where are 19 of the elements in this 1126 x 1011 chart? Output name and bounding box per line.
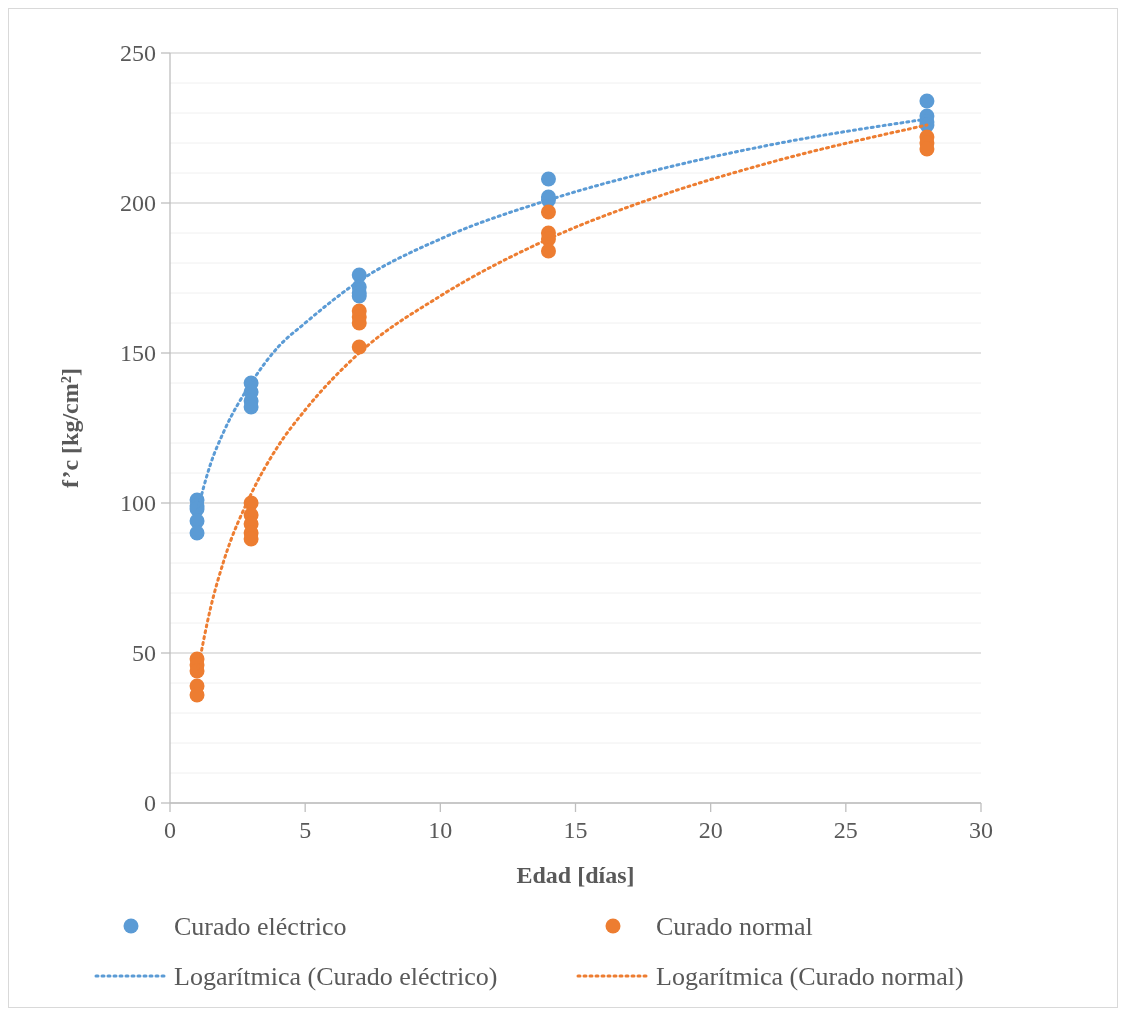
legend-label: Curado eléctrico [174, 912, 347, 942]
x-tick-label: 30 [969, 817, 993, 843]
x-tick-label: 20 [698, 817, 723, 843]
legend-label: Logarítmica (Curado eléctrico) [174, 962, 498, 992]
x-tick-label: 5 [299, 817, 312, 843]
x-axis-title: Edad [días] [516, 862, 635, 888]
y-tick-label: 200 [120, 190, 156, 217]
x-tick-label: 0 [164, 817, 176, 843]
y-tick-label: 0 [144, 790, 156, 817]
legend-label: Curado normal [656, 912, 813, 942]
y-tick-label: 250 [120, 40, 156, 67]
y-tick-label: 150 [120, 340, 156, 367]
legend-label: Logarítmica (Curado normal) [656, 962, 964, 992]
y-tick-label: 100 [120, 490, 156, 517]
y-axis-title: f’c [kg/cm²] [57, 368, 83, 488]
x-tick-label: 10 [428, 817, 453, 843]
x-tick-label: 25 [833, 817, 858, 843]
x-tick-label: 15 [563, 817, 588, 843]
y-tick-label: 50 [132, 640, 156, 667]
